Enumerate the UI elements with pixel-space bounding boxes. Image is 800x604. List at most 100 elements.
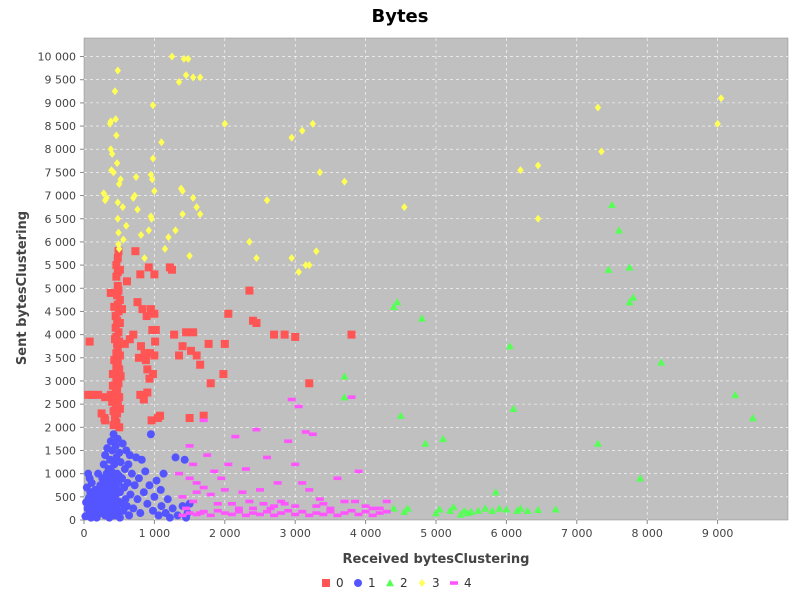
point-series-3 [517,166,524,175]
y-tick-label: 9 000 [45,97,77,110]
point-series-4 [351,499,360,504]
point-series-0 [106,390,115,399]
point-series-3 [175,78,183,87]
point-series-4 [361,504,370,508]
point-series-2 [435,505,444,513]
point-series-3 [295,268,302,277]
point-series-4 [178,513,187,518]
point-series-4 [291,462,300,467]
point-series-4 [192,512,201,517]
point-series-2 [467,507,476,515]
point-series-0 [108,381,117,390]
legend-marker-4 [450,581,458,585]
point-series-1 [163,495,172,504]
point-series-4 [368,506,377,511]
y-tick-label: 4 500 [45,305,77,318]
point-series-0 [280,330,289,339]
point-series-0 [111,312,120,321]
point-series-3 [132,173,140,182]
point-series-0 [101,416,110,425]
legend-item-0: 0 [322,576,344,590]
point-series-3 [113,131,120,140]
point-series-0 [110,414,119,423]
point-series-1 [134,474,143,483]
point-series-4 [270,513,279,518]
point-series-0 [138,305,147,314]
point-series-2 [481,504,490,512]
point-series-2 [731,390,740,399]
point-series-4 [301,430,310,434]
point-series-3 [221,119,228,128]
point-series-4 [284,508,293,513]
point-series-3 [189,73,197,82]
point-series-2 [495,504,504,512]
point-series-4 [259,501,268,506]
y-tick-label: 3 000 [45,375,77,388]
point-series-0 [245,286,254,295]
point-series-3 [161,244,169,253]
point-series-4 [238,490,247,494]
point-series-4 [185,476,194,481]
point-series-0 [141,356,150,365]
point-series-4 [312,504,321,508]
point-series-0 [112,272,121,281]
point-series-1 [171,453,180,462]
x-tick-label: 1 000 [139,527,171,540]
point-series-3 [149,154,157,163]
legend-item-3: 3 [418,576,440,590]
point-series-3 [717,94,725,103]
point-series-4 [263,455,272,460]
point-series-4 [312,511,321,515]
point-series-4 [245,499,254,504]
point-series-0 [187,346,196,355]
data-points [81,52,757,522]
point-series-2 [502,505,511,513]
point-series-0 [115,351,124,360]
point-series-0 [94,390,103,399]
point-series-3 [246,237,253,246]
point-series-0 [131,247,140,256]
point-series-0 [178,342,187,351]
point-series-0 [115,337,124,346]
point-series-0 [347,330,356,339]
point-series-0 [114,379,123,388]
point-series-4 [213,508,222,513]
point-series-3 [196,210,204,219]
point-series-0 [182,328,191,337]
point-series-4 [241,467,250,471]
point-series-3 [134,205,141,214]
point-series-1 [137,455,146,464]
point-series-4 [298,481,307,485]
point-series-4 [185,511,194,515]
point-series-2 [604,265,613,273]
point-series-0 [196,360,205,369]
point-series-0 [113,254,122,263]
point-series-1 [123,478,132,487]
point-series-1 [118,474,127,483]
point-series-4 [256,488,264,492]
point-series-0 [113,344,122,353]
point-series-2 [657,358,666,366]
point-series-1 [157,502,166,511]
point-series-0 [170,330,179,339]
point-series-1 [141,467,150,476]
series-4 [175,395,391,518]
point-series-0 [270,330,279,339]
point-series-3 [141,254,148,263]
point-series-4 [354,469,363,474]
point-series-1 [143,499,152,508]
point-series-0 [115,365,124,374]
point-series-4 [189,499,198,504]
point-series-4 [210,469,219,474]
point-series-3 [103,193,110,202]
point-series-4 [227,501,236,506]
point-series-4 [273,481,282,485]
point-series-2 [629,293,638,301]
point-series-0 [113,291,122,300]
point-series-4 [315,497,324,501]
point-series-2 [491,488,500,496]
x-tick-label: 4 000 [350,527,382,540]
point-series-2 [474,506,483,514]
point-series-2 [446,506,455,514]
